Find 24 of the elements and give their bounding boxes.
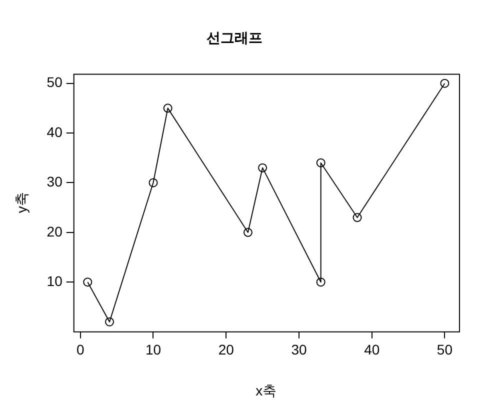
point (258, 163, 268, 172)
x-axis-title: x축 (256, 382, 277, 398)
point (316, 158, 326, 168)
chart-title: 선그래프 (206, 29, 262, 46)
point (83, 278, 92, 287)
x-tick-label: 30 (291, 342, 307, 358)
x-tick-label: 10 (145, 342, 162, 358)
y-tick-label: 40 (46, 124, 63, 140)
point (105, 317, 114, 326)
point (148, 178, 158, 188)
x-tick-label: 40 (364, 342, 380, 358)
point (163, 104, 172, 113)
y-tick-label: 10 (46, 272, 63, 289)
y-tick-label: 20 (46, 223, 63, 240)
x-tick-label: 20 (218, 342, 234, 358)
point (316, 278, 326, 287)
x-tick-label: 0 (76, 342, 84, 358)
point (440, 78, 450, 88)
point (352, 213, 362, 222)
point (243, 228, 252, 237)
y-axis-title: y축 (13, 192, 30, 214)
y-tick-label: 50 (46, 74, 63, 90)
y-tick-label: 30 (46, 174, 63, 190)
x-tick-label: 50 (436, 342, 453, 358)
